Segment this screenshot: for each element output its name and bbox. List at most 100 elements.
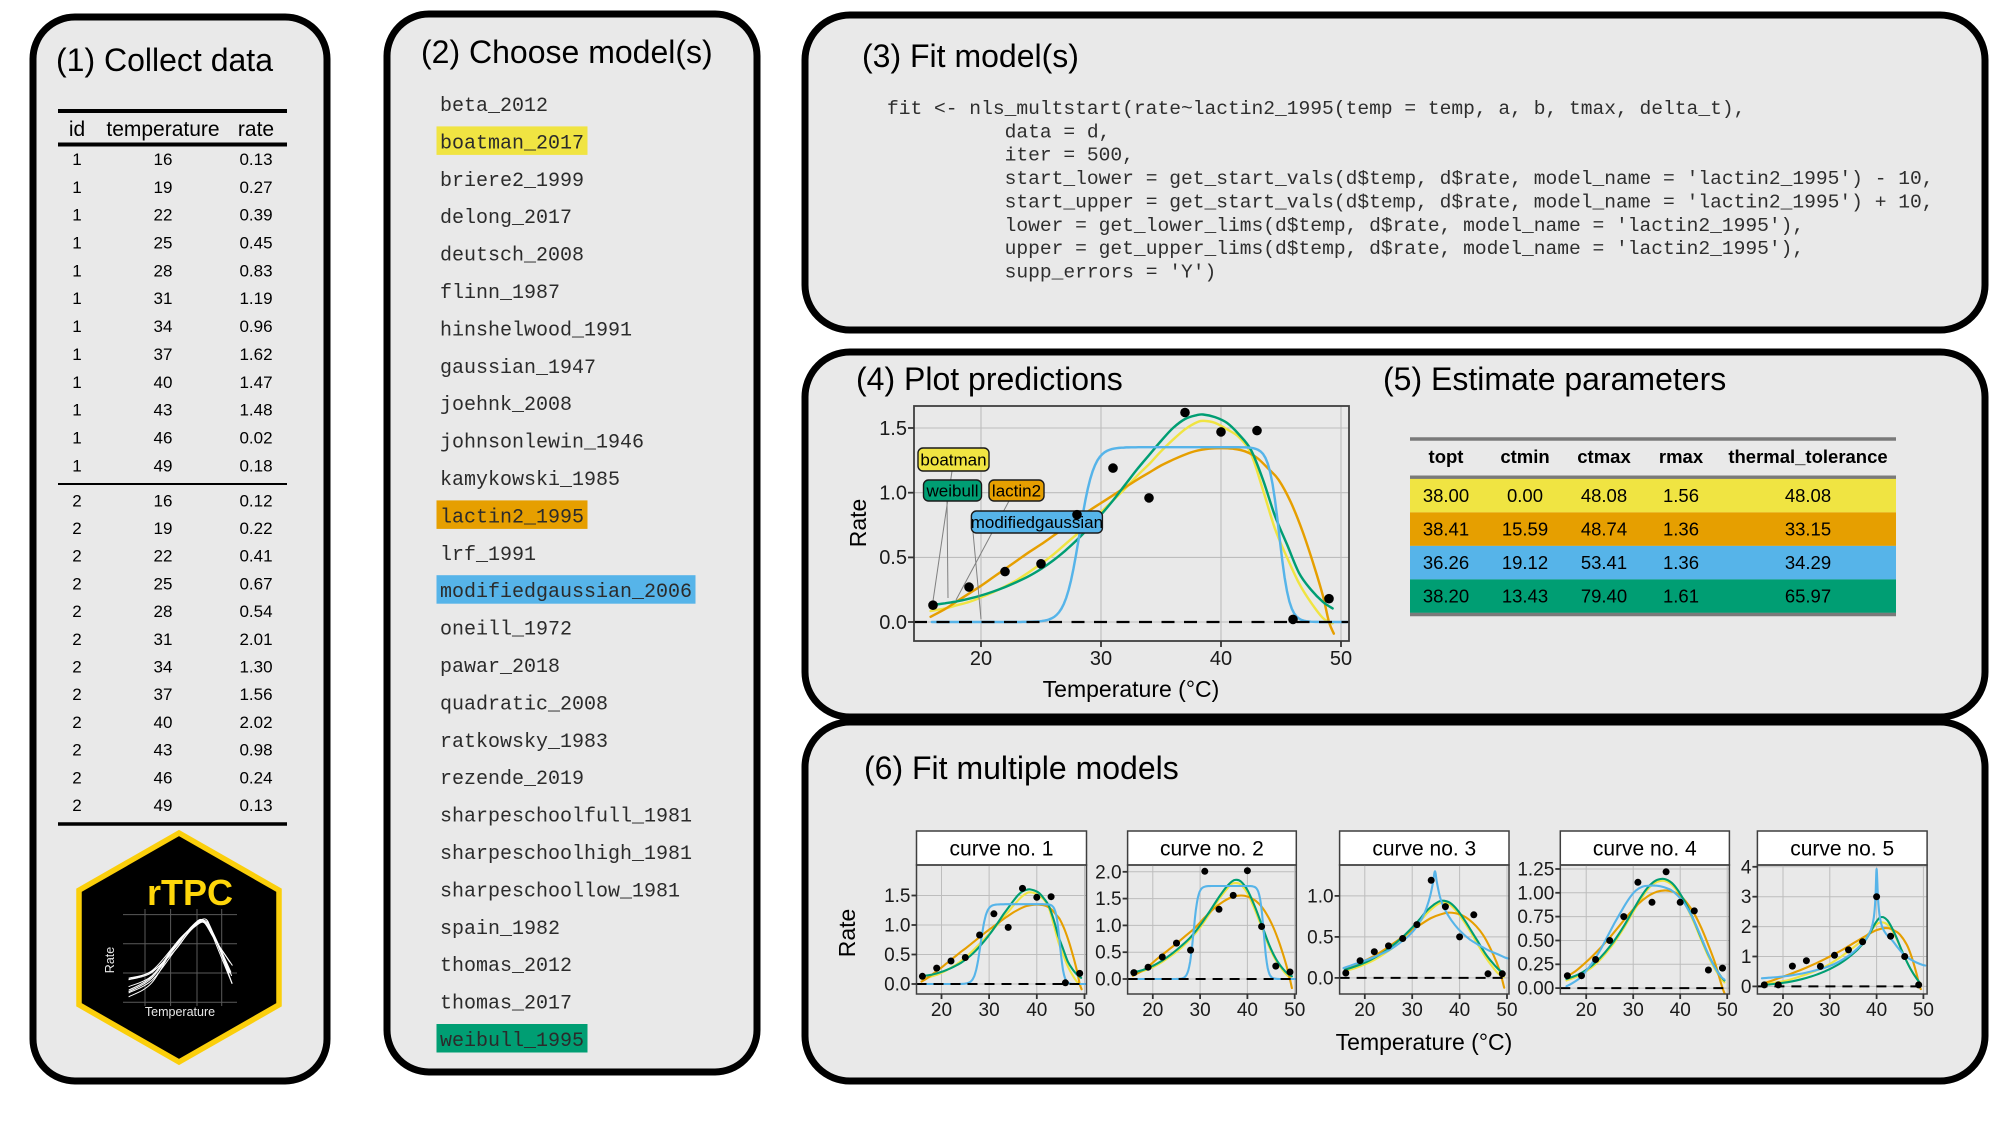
svg-text:1: 1 [72,261,81,280]
svg-text:0.98: 0.98 [239,741,272,760]
svg-text:curve no. 4: curve no. 4 [1593,838,1697,861]
svg-text:1.25: 1.25 [1517,859,1554,880]
svg-text:topt: topt [1429,446,1464,467]
svg-text:1.19: 1.19 [239,289,272,308]
svg-text:0.67: 0.67 [239,574,272,593]
svg-text:40: 40 [154,373,173,392]
svg-text:rmax: rmax [1659,446,1704,467]
svg-text:rezende_2019: rezende_2019 [440,768,584,791]
svg-text:(1) Collect data: (1) Collect data [56,42,273,78]
svg-text:boatman_2017: boatman_2017 [440,132,584,155]
svg-text:ratkowsky_1983: ratkowsky_1983 [440,731,608,754]
svg-text:40: 40 [1670,1000,1691,1021]
svg-text:1.36: 1.36 [1663,518,1699,539]
svg-text:38.41: 38.41 [1423,518,1469,539]
svg-text:20: 20 [1354,1000,1375,1021]
svg-text:0.41: 0.41 [239,547,272,566]
svg-text:40: 40 [1449,1000,1470,1021]
svg-text:0.00: 0.00 [1517,979,1554,1000]
svg-text:data = d,: data = d, [1005,121,1111,143]
svg-text:15.59: 15.59 [1502,518,1548,539]
svg-text:20: 20 [1576,1000,1597,1021]
svg-text:1.0: 1.0 [884,916,910,937]
svg-text:0.45: 0.45 [239,234,272,253]
svg-text:30: 30 [1190,1000,1211,1021]
svg-text:1: 1 [72,401,81,420]
svg-text:weibull: weibull [926,481,979,500]
svg-text:hinshelwood_1991: hinshelwood_1991 [440,319,632,342]
svg-text:50: 50 [1330,648,1352,670]
svg-text:30: 30 [979,1000,1000,1021]
svg-text:1: 1 [72,373,81,392]
svg-text:0.0: 0.0 [1095,970,1121,991]
svg-text:briere2_1999: briere2_1999 [440,170,584,193]
svg-text:40: 40 [154,713,173,732]
svg-text:46: 46 [154,768,173,787]
svg-text:49: 49 [154,456,173,475]
svg-text:2: 2 [72,630,81,649]
svg-text:22: 22 [154,206,173,225]
svg-text:2: 2 [72,796,81,815]
svg-text:1.48: 1.48 [239,401,272,420]
svg-text:start_lower = get_start_vals(d: start_lower = get_start_vals(d$temp, d$r… [1005,168,1934,190]
svg-text:0.13: 0.13 [239,150,272,169]
svg-text:Rate: Rate [845,499,871,548]
svg-text:2.0: 2.0 [1095,862,1121,883]
svg-text:43: 43 [154,741,173,760]
svg-text:curve no. 1: curve no. 1 [950,838,1054,861]
svg-text:1.36: 1.36 [1663,552,1699,573]
svg-text:0.18: 0.18 [239,456,272,475]
svg-text:19.12: 19.12 [1502,552,1548,573]
svg-text:(6) Fit multiple models: (6) Fit multiple models [864,750,1179,786]
svg-text:1: 1 [72,150,81,169]
svg-text:34.29: 34.29 [1785,552,1831,573]
svg-text:48.74: 48.74 [1581,518,1627,539]
svg-text:22: 22 [154,547,173,566]
svg-text:0.0: 0.0 [879,612,907,634]
svg-text:Temperature (°C): Temperature (°C) [1336,1029,1513,1055]
svg-text:0.5: 0.5 [879,547,907,569]
svg-text:1: 1 [72,345,81,364]
svg-text:1.62: 1.62 [239,345,272,364]
svg-text:0.27: 0.27 [239,178,272,197]
svg-text:1.0: 1.0 [879,483,907,505]
svg-text:rTPC: rTPC [147,872,233,913]
svg-text:ctmax: ctmax [1577,446,1631,467]
svg-text:0.02: 0.02 [239,429,272,448]
svg-text:1.61: 1.61 [1663,585,1699,606]
svg-text:30: 30 [1819,1000,1840,1021]
svg-text:sharpeschoolfull_1981: sharpeschoolfull_1981 [440,806,692,829]
svg-text:lactin2_1995: lactin2_1995 [440,506,584,529]
svg-text:0.25: 0.25 [1517,955,1554,976]
svg-text:1: 1 [72,206,81,225]
svg-text:1.5: 1.5 [1095,889,1121,910]
svg-text:(2) Choose model(s): (2) Choose model(s) [421,34,713,70]
svg-text:1.56: 1.56 [1663,485,1699,506]
svg-text:43: 43 [154,401,173,420]
svg-text:upper = get_upper_lims(d$temp,: upper = get_upper_lims(d$temp, d$rate, m… [1005,238,1805,260]
svg-text:1.56: 1.56 [239,685,272,704]
svg-text:0.12: 0.12 [239,491,272,510]
svg-text:curve no. 3: curve no. 3 [1372,838,1476,861]
svg-text:0.75: 0.75 [1517,907,1554,928]
svg-text:1: 1 [72,234,81,253]
svg-text:30: 30 [1623,1000,1644,1021]
svg-text:4: 4 [1741,857,1752,878]
svg-text:38.00: 38.00 [1423,485,1469,506]
svg-text:50: 50 [1913,1000,1934,1021]
svg-text:31: 31 [154,630,173,649]
svg-text:1.00: 1.00 [1517,883,1554,904]
svg-text:ctmin: ctmin [1500,446,1549,467]
svg-text:0.96: 0.96 [239,317,272,336]
svg-text:Temperature (°C): Temperature (°C) [1043,676,1220,702]
svg-text:0.5: 0.5 [884,945,910,966]
svg-text:deutsch_2008: deutsch_2008 [440,245,584,268]
svg-text:0.00: 0.00 [1507,485,1543,506]
svg-text:iter = 500,: iter = 500, [1005,145,1134,167]
svg-text:lrf_1991: lrf_1991 [440,544,536,567]
svg-text:0.50: 0.50 [1517,931,1554,952]
svg-text:Temperature: Temperature [145,1005,215,1019]
svg-text:1: 1 [72,317,81,336]
svg-text:28: 28 [154,602,173,621]
svg-text:boatman: boatman [920,450,986,469]
